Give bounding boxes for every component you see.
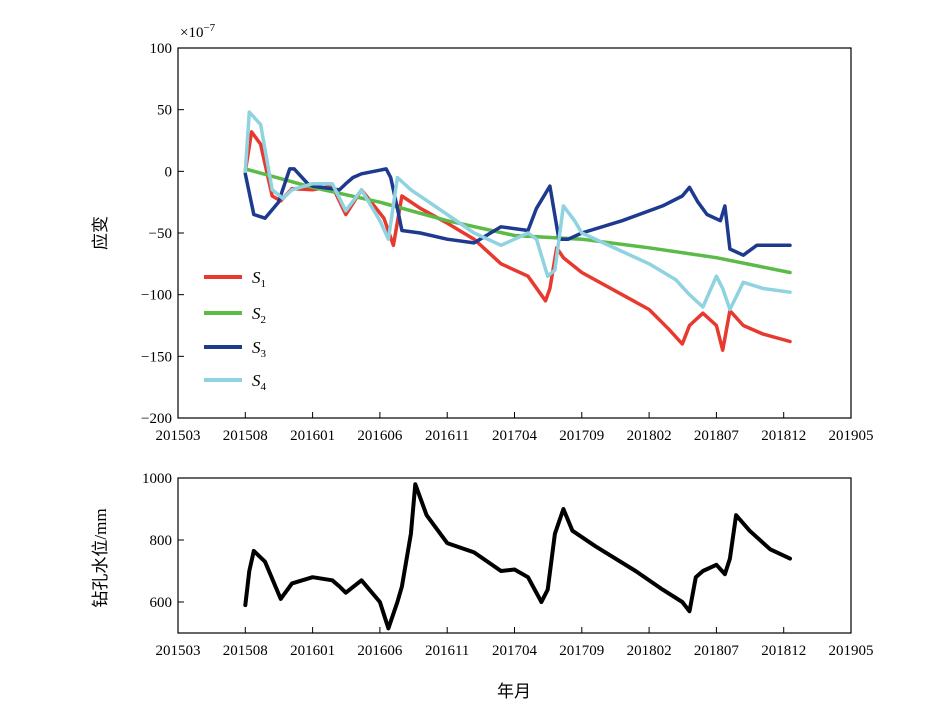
top-series-lines (243, 110, 792, 352)
legend: S1 S2 S3 S4 (204, 268, 267, 393)
top-y-ticks: 100 50 0 −50 −100 −150 −200 (141, 41, 184, 427)
top-y-tick-label: 50 (157, 103, 172, 119)
bottom-x-axis-label: 年月 (497, 682, 531, 701)
top-panel-frame (177, 47, 852, 419)
top-y-scale-note: ×10−7 (180, 22, 216, 41)
bottom-x-tick-label: 201709 (559, 643, 604, 659)
top-series-line-s3 (243, 167, 792, 257)
legend-label-s1: S1 (252, 268, 266, 290)
bottom-series-line-water-level (243, 482, 792, 631)
bottom-x-ticks: 201503 201508 201601 201606 201611 201704 2017… (156, 627, 874, 659)
bottom-x-tick-label: 201611 (425, 643, 469, 659)
top-y-tick-label: −100 (141, 288, 172, 304)
top-x-tick-label: 201802 (627, 428, 672, 444)
top-x-tick-label: 201807 (694, 428, 740, 444)
bottom-x-tick-label: 201905 (829, 643, 874, 659)
bottom-x-tick-label: 201508 (223, 643, 268, 659)
bottom-x-tick-label: 201802 (627, 643, 672, 659)
top-y-axis-label: 应变 (91, 216, 110, 250)
top-x-tick-label: 201905 (829, 428, 874, 444)
top-x-ticks: 201503 201508 201601 201606 201611 201704 2017… (156, 412, 874, 444)
legend-label-s4: S4 (252, 371, 267, 393)
top-y-tick-label: 100 (150, 41, 173, 57)
bottom-series-lines (243, 482, 792, 631)
top-y-tick-label: −200 (141, 411, 172, 427)
top-y-tick-label: −50 (149, 226, 172, 242)
top-x-tick-label: 201601 (290, 428, 335, 444)
bottom-panel-frame (177, 477, 852, 634)
bottom-y-ticks: 1000 800 600 (142, 471, 184, 611)
bottom-x-tick-label: 201601 (290, 643, 335, 659)
bottom-x-tick-label: 201606 (357, 643, 403, 659)
top-series-line-s4 (243, 110, 792, 312)
top-x-tick-label: 201812 (761, 428, 806, 444)
bottom-x-tick-label: 201704 (492, 643, 538, 659)
legend-label-s2: S2 (252, 304, 266, 326)
top-x-tick-label: 201611 (425, 428, 469, 444)
bottom-y-tick-label: 1000 (142, 471, 172, 487)
bottom-x-tick-label: 201807 (694, 643, 740, 659)
top-x-tick-label: 201503 (156, 428, 201, 444)
bottom-x-tick-label: 201503 (156, 643, 201, 659)
bottom-x-tick-label: 201812 (761, 643, 806, 659)
top-series-line-s1 (243, 130, 792, 352)
top-x-tick-label: 201709 (559, 428, 604, 444)
top-y-tick-label: 0 (165, 164, 173, 180)
top-x-tick-label: 201508 (223, 428, 268, 444)
top-x-tick-label: 201606 (357, 428, 403, 444)
bottom-y-axis-label: 钻孔水位/mm (91, 508, 110, 607)
legend-label-s3: S3 (252, 338, 267, 360)
bottom-y-tick-label: 800 (150, 533, 173, 549)
bottom-y-tick-label: 600 (150, 595, 173, 611)
top-y-tick-label: −150 (141, 349, 172, 365)
top-x-tick-label: 201704 (492, 428, 538, 444)
